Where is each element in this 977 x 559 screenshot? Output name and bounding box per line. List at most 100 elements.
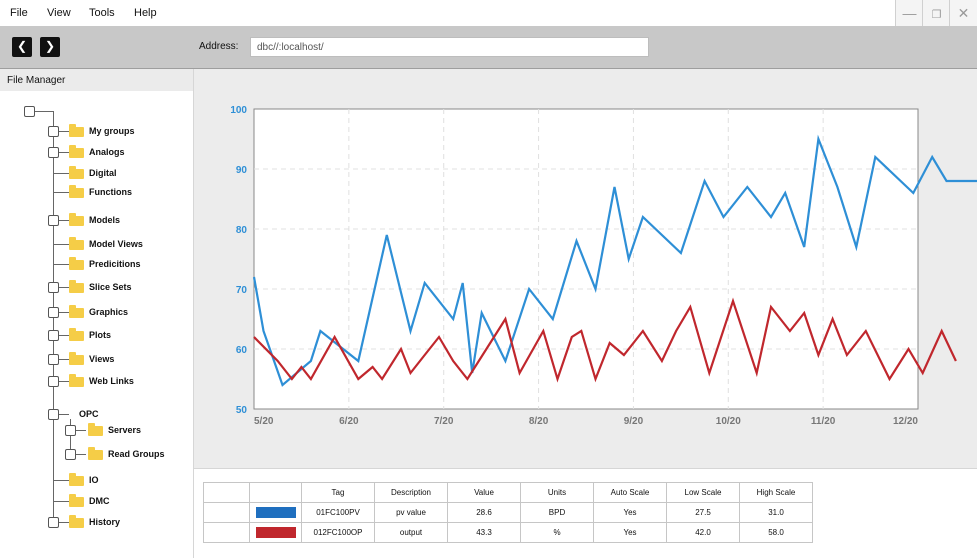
folder-icon [69, 515, 84, 528]
tree-connector [35, 111, 53, 112]
tree-item-label[interactable]: My groups [89, 126, 135, 136]
x-tick-label: 7/20 [434, 416, 454, 427]
tree-connector [53, 501, 69, 502]
tree-expander-node[interactable] [48, 282, 59, 293]
close-icon: ✕ [957, 5, 970, 21]
tree-item-label[interactable]: Analogs [89, 147, 125, 157]
tree-item-label[interactable]: OPC [79, 409, 99, 419]
tree-connector [76, 454, 86, 455]
tree-item-label[interactable]: Slice Sets [89, 282, 132, 292]
description-cell: pv value [374, 502, 448, 523]
tree-expander-node[interactable] [48, 330, 59, 341]
folder-icon [69, 237, 84, 250]
sidebar-title: File Manager [7, 75, 66, 86]
tree-expander-node[interactable] [48, 517, 59, 528]
x-tick-label: 6/20 [339, 416, 359, 427]
file-manager-panel: File Manager My groups Analogs Digital Func… [0, 69, 194, 558]
col-header-auto-scale: Auto Scale [593, 482, 667, 503]
auto-scale-cell[interactable]: Yes [593, 522, 667, 543]
menu-help[interactable]: Help [134, 7, 157, 19]
col-header-low-scale: Low Scale [666, 482, 740, 503]
series-line-2 [253, 297, 957, 383]
table-row[interactable]: 01FC100PV pv value 28.6 BPD Yes 27.5 31.… [203, 502, 813, 523]
tree-expander-node[interactable] [48, 147, 59, 158]
tree-item-label[interactable]: History [89, 517, 121, 527]
color-cell [249, 502, 302, 523]
tree-expander-node[interactable] [48, 376, 59, 387]
sidebar-header: File Manager [0, 69, 193, 91]
folder-icon [69, 166, 84, 179]
tree-item-label[interactable]: Read Groups [108, 449, 165, 459]
address-input[interactable] [250, 37, 649, 57]
folder-icon [69, 145, 84, 158]
tree-item-label[interactable]: Predicitions [89, 259, 141, 269]
tree-expander-node[interactable] [48, 126, 59, 137]
tree-root-node[interactable] [24, 106, 35, 117]
tree-connector [59, 522, 69, 523]
tree-expander-node[interactable] [48, 354, 59, 365]
tree-item-label[interactable]: Digital [89, 168, 117, 178]
tree-expander-node[interactable] [48, 215, 59, 226]
col-header-high-scale: High Scale [739, 482, 813, 503]
x-tick-label: 9/20 [624, 416, 644, 427]
tree-connector [59, 414, 69, 415]
menu-tools[interactable]: Tools [89, 7, 115, 19]
menu-view[interactable]: View [47, 7, 71, 19]
tree-item-label[interactable]: Models [89, 215, 121, 225]
close-button[interactable]: ✕ [949, 0, 977, 26]
tree-connector [59, 381, 69, 382]
folder-icon [69, 305, 84, 318]
menu-bar: File View Tools Help — ❐ ✕ [0, 0, 977, 26]
tree-connector [53, 173, 69, 174]
tree-expander-node[interactable] [48, 409, 59, 420]
low-scale-cell[interactable]: 42.0 [666, 522, 740, 543]
tag-cell: 01FC100PV [301, 502, 375, 523]
toolbar: ❮ ❯ Address: [0, 26, 977, 69]
high-scale-cell[interactable]: 31.0 [739, 502, 813, 523]
col-header-color [203, 482, 250, 503]
tree-item-label[interactable]: Servers [108, 425, 142, 435]
series-color-swatch[interactable] [255, 527, 296, 538]
tree-item-label[interactable]: Functions [89, 187, 132, 197]
tree-connector [53, 480, 69, 481]
tree-item-label[interactable]: Views [89, 354, 115, 364]
tree-connector [59, 287, 69, 288]
table-header-row: Tag Description Value Units Auto Scale L… [203, 482, 813, 503]
tag-cell: 012FC100OP [301, 522, 375, 543]
back-button[interactable]: ❮ [12, 37, 32, 57]
row-select-cell[interactable] [203, 502, 250, 523]
legend-table: Tag Description Value Units Auto Scale L… [203, 482, 813, 543]
forward-button[interactable]: ❯ [40, 37, 60, 57]
plot-area [253, 108, 919, 410]
tree-expander-node[interactable] [65, 449, 76, 460]
tree-item-label[interactable]: Plots [89, 330, 112, 340]
tree-connector [59, 359, 69, 360]
row-select-cell[interactable] [203, 522, 250, 543]
folder-icon [69, 280, 84, 293]
chevron-left-icon: ❮ [16, 39, 28, 53]
low-scale-cell[interactable]: 27.5 [666, 502, 740, 523]
description-cell: output [374, 522, 448, 543]
chevron-right-icon: ❯ [44, 39, 56, 53]
series-color-swatch[interactable] [255, 507, 296, 518]
folder-icon [69, 374, 84, 387]
x-tick-label: 5/20 [254, 416, 274, 427]
tree-item-label[interactable]: Model Views [89, 239, 143, 249]
tree-expander-node[interactable] [65, 425, 76, 436]
series-line-1 [252, 134, 977, 387]
folder-icon [69, 185, 84, 198]
restore-button[interactable]: ❐ [922, 0, 950, 26]
tree-expander-node[interactable] [48, 307, 59, 318]
high-scale-cell[interactable]: 58.0 [739, 522, 813, 543]
y-tick-label: 80 [236, 225, 248, 236]
table-row[interactable]: 012FC100OP output 43.3 % Yes 42.0 58.0 [203, 522, 813, 543]
tree-item-label[interactable]: Graphics [89, 307, 129, 317]
minimize-button[interactable]: — [895, 0, 923, 26]
tree-item-label[interactable]: IO [89, 475, 99, 485]
auto-scale-cell[interactable]: Yes [593, 502, 667, 523]
tree-item-label[interactable]: DMC [89, 496, 110, 506]
x-tick-label: 8/20 [529, 416, 549, 427]
menu-file[interactable]: File [10, 7, 28, 19]
tree-item-label[interactable]: Web Links [89, 376, 134, 386]
col-header-units: Units [520, 482, 594, 503]
